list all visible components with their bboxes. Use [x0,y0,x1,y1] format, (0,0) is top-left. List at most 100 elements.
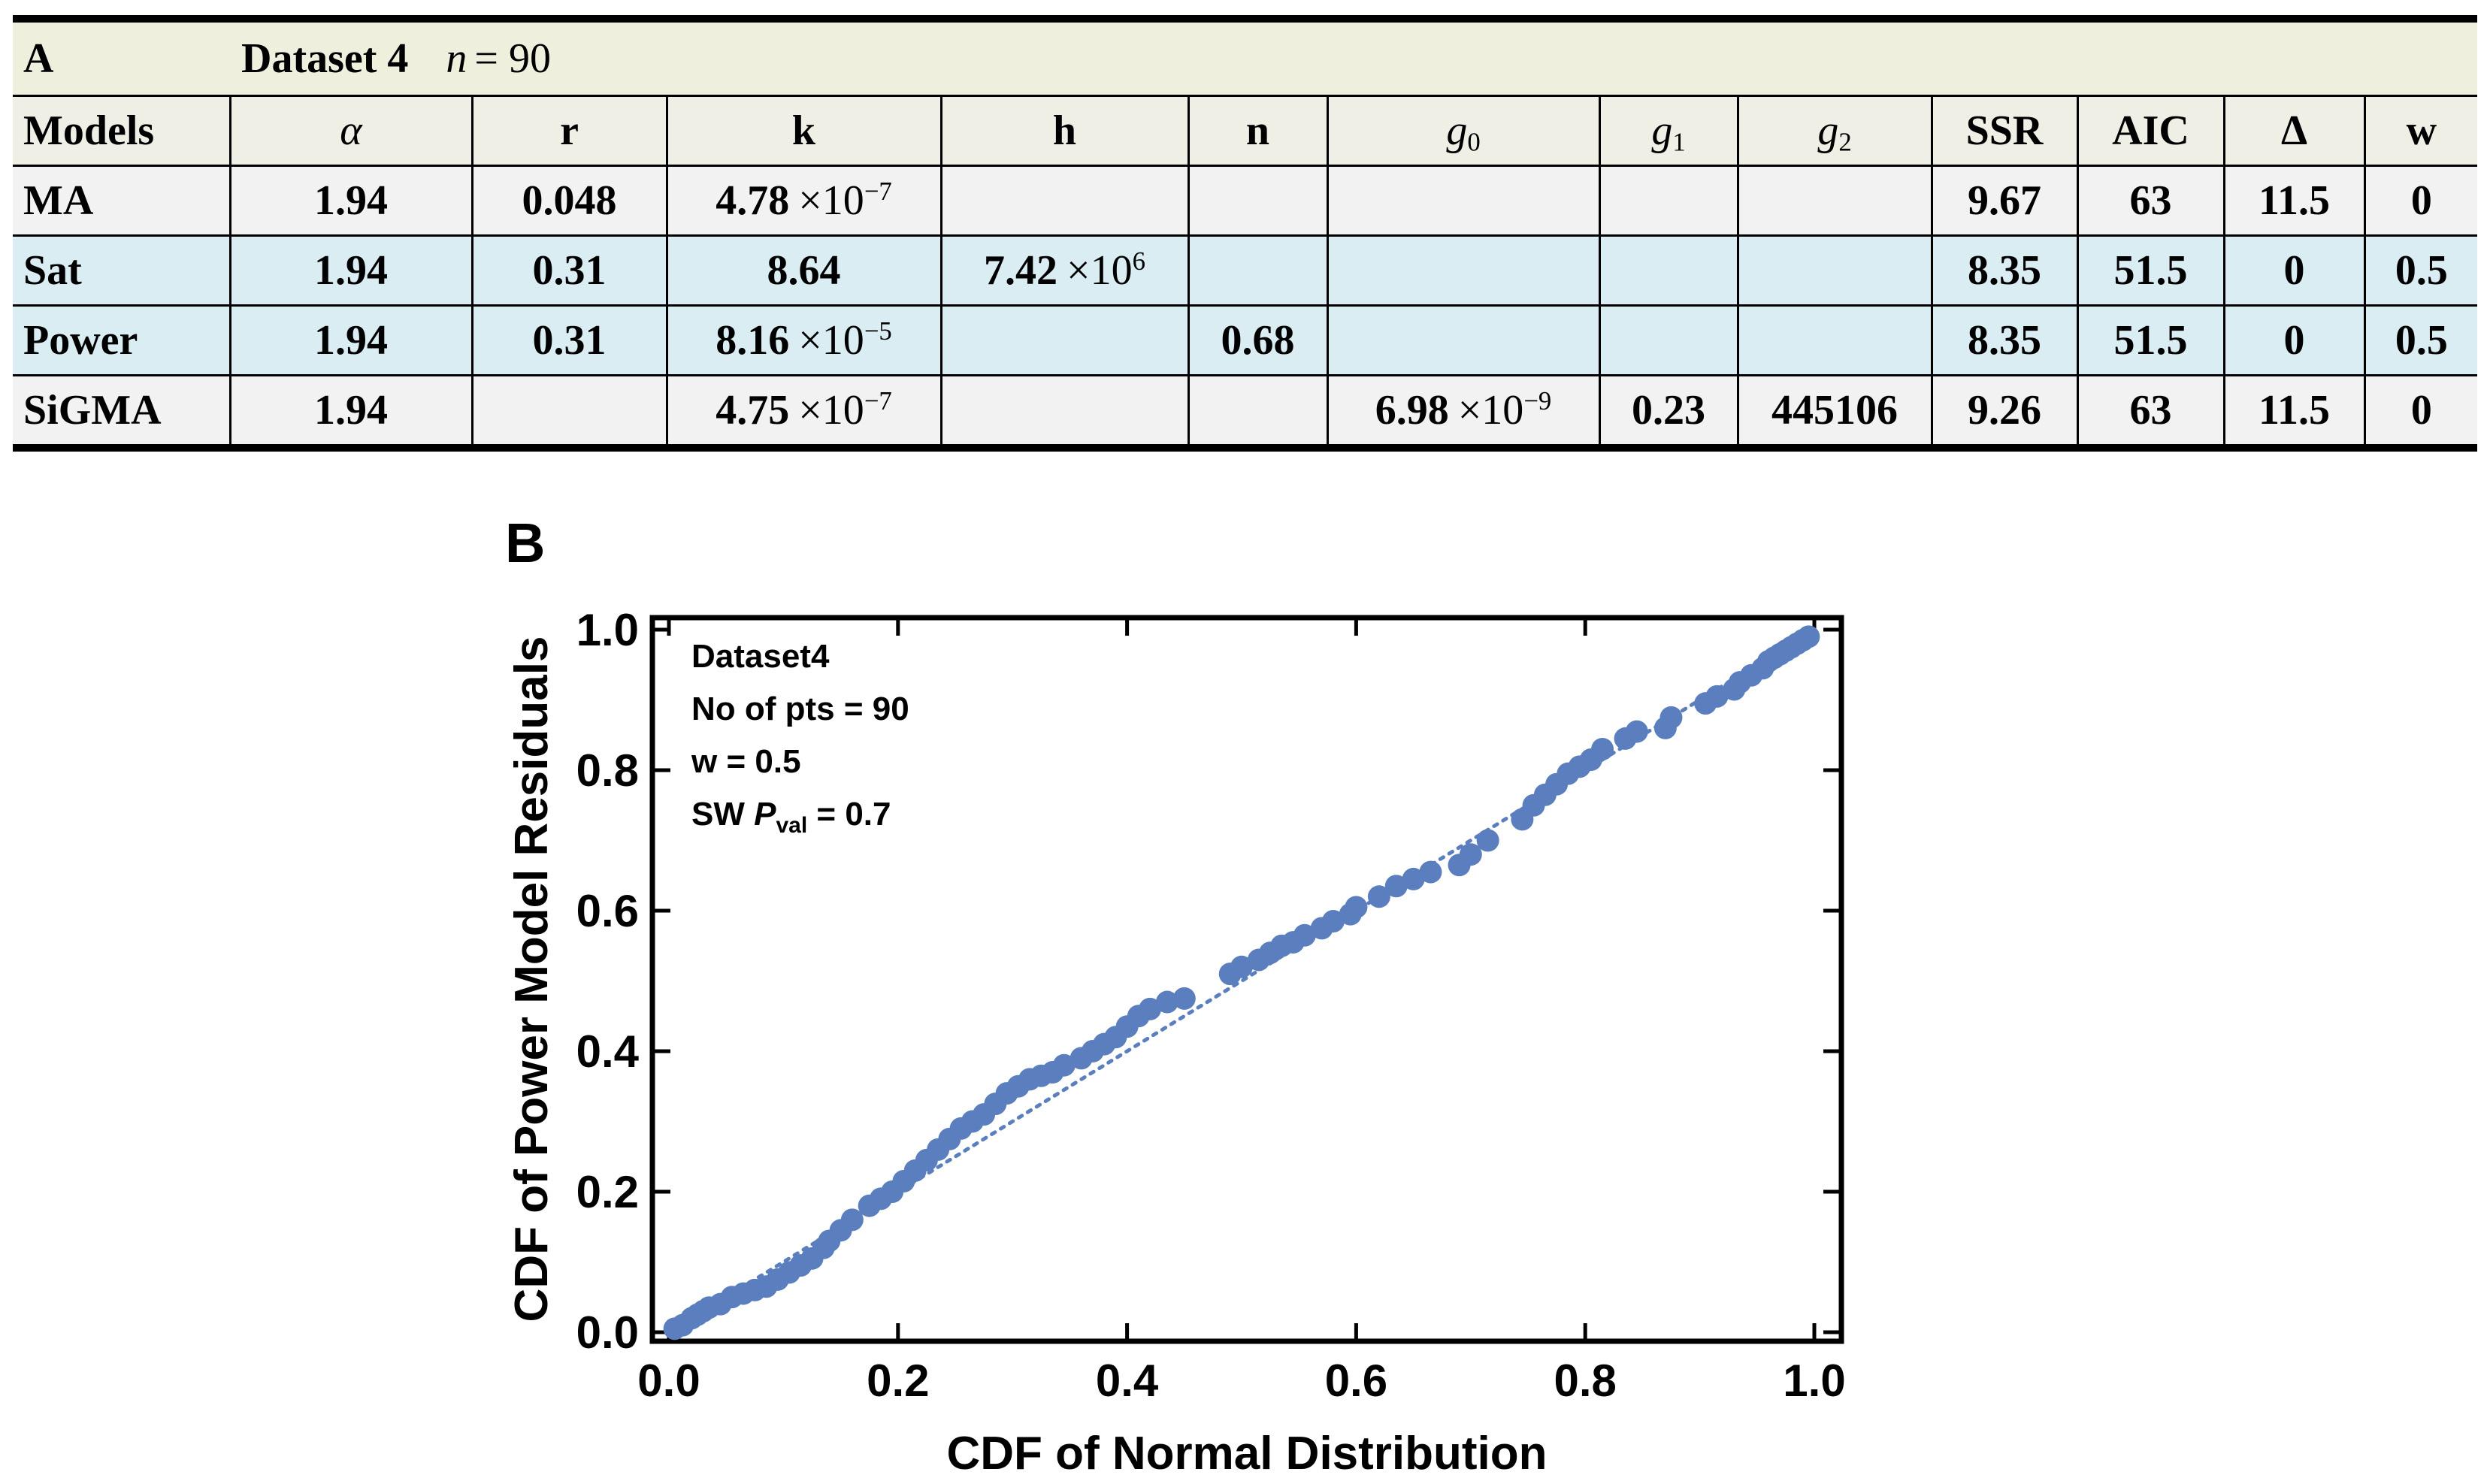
table-cell: 1.94 [228,165,473,237]
table-cell: 0.5 [2363,304,2478,376]
column-header-2: r [470,95,668,167]
table-cell: 1.94 [228,374,473,446]
y-tick-label: 0.0 [576,1307,639,1358]
qq-plot-panel: B 0.0 0.2 0.4 0.6 0.8 1.0 0.0 0.2 0.4 0.6 0.8 1.0 … [0,481,2490,1484]
legend: Dataset4 No of pts = 90 w = 0.5 SW Pval … [691,638,909,838]
y-tick-label: 1.0 [576,605,639,655]
table-cell: 0.68 [1187,304,1329,376]
table-body: A Dataset 4 n = 90 Models α r k h n g0 g1 g2 SSR AIC Δ… [13,20,2478,446]
data-point [1321,910,1345,933]
model-name-cell: Power [13,304,231,376]
table-cell [1736,234,1933,307]
data-point [1476,829,1499,852]
table-cell: 1.94 [228,304,473,376]
table-cell: 63 [2076,374,2225,446]
data-point [1459,843,1482,866]
table-cell: 0 [2222,234,2366,307]
table-cell: 63 [2076,165,2225,237]
table-cell: 1.94 [228,234,473,307]
y-axis-ticks: 0.0 0.2 0.4 0.6 0.8 1.0 [576,605,1841,1358]
y-axis-label: CDF of Power Model Residuals [506,636,558,1322]
data-point [1172,987,1196,1010]
table-cell: 8.16 ×10−5 [665,304,942,376]
data-point [1230,955,1253,978]
legend-sw-suffix: = 0.7 [807,796,891,833]
table-cell [1736,165,1933,237]
sample-size-symbol: n [446,35,467,82]
table-cell [1598,304,1739,376]
table-cell: 4.75 ×10−7 [665,374,942,446]
table-cell: 0.31 [470,304,668,376]
table-cell: 7.42 ×106 [939,234,1190,307]
data-points [663,625,1820,1340]
table-cell: 6.98 ×10−9 [1326,374,1601,446]
column-header-9: SSR [1930,95,2079,167]
table-title-row: A Dataset 4 n = 90 [13,20,2478,97]
data-point [1402,867,1425,890]
table-cell: 9.67 [1930,165,2079,237]
y-tick-label: 0.4 [576,1026,640,1077]
table-cell: 0.5 [2363,234,2478,307]
column-header-4: h [939,95,1190,167]
table-cell [470,374,668,446]
model-name-cell: SiGMA [13,374,231,446]
column-header-3: k [665,95,942,167]
data-point [1797,625,1820,648]
table-cell: 0 [2363,374,2478,446]
x-axis-label: CDF of Normal Distribution [946,1428,1547,1479]
table-cell: 445106 [1736,374,1933,446]
cdf-scatter-chart: B 0.00.20.40.60.81.0 0.0 0.2 0.4 0.6 0.8 1.0 … [505,512,1846,1479]
data-point [1139,997,1162,1020]
plot-frame [649,615,1844,1344]
table-cell: 0.31 [470,234,668,307]
legend-sw-pvalue: SW Pval = 0.7 [691,796,891,838]
table-cell [1187,374,1329,446]
x-tick-label: 0.8 [1554,1356,1616,1406]
legend-p-subscript: val [776,813,807,838]
legend-p-symbol: P [754,796,776,833]
x-tick-label: 0.0 [637,1356,700,1406]
table-cell [939,374,1190,446]
data-point [1705,685,1729,708]
table-cell: 8.35 [1930,234,2079,307]
data-point [1345,896,1368,919]
column-header-12: w [2363,95,2478,167]
table-cell: 51.5 [2076,234,2225,307]
table-cell: 11.5 [2222,374,2366,446]
data-point [1293,923,1316,947]
table-cell [1326,234,1601,307]
y-tick-label: 0.8 [576,745,639,796]
data-point [1625,720,1648,743]
table-cell: 11.5 [2222,165,2366,237]
table-row: Sat 1.94 0.31 8.64 7.42 ×106 8.35 51.5 0 0.5 [13,234,2478,307]
table-cell: 8.35 [1930,304,2079,376]
table-cell: 9.26 [1930,374,2079,446]
x-tick-label: 1.0 [1783,1356,1845,1406]
table-cell: 0.048 [470,165,668,237]
table-cell [1187,234,1329,307]
table-cell: 0.23 [1598,374,1739,446]
panel-a-label: A [23,35,54,82]
sample-size-value: = 90 [474,35,551,82]
column-header-0: Models [13,95,231,167]
panel-b-label: B [505,512,545,574]
x-tick-label: 0.2 [867,1356,929,1406]
data-point [1052,1053,1076,1077]
data-point [1155,990,1178,1014]
column-header-8: g2 [1736,95,1933,167]
column-header-5: n [1187,95,1329,167]
data-point [1659,706,1683,729]
data-point [1367,885,1390,908]
table-cell [1598,165,1739,237]
table-cell: 51.5 [2076,304,2225,376]
table-cell: 4.78 ×10−7 [665,165,942,237]
data-point [1419,860,1442,884]
table-cell [1187,165,1329,237]
x-tick-label: 0.6 [1325,1356,1387,1406]
data-point [840,1208,864,1232]
table-cell: 8.64 [665,234,942,307]
column-header-7: g1 [1598,95,1739,167]
x-tick-label: 0.4 [1096,1356,1159,1406]
model-name-cell: Sat [13,234,231,307]
